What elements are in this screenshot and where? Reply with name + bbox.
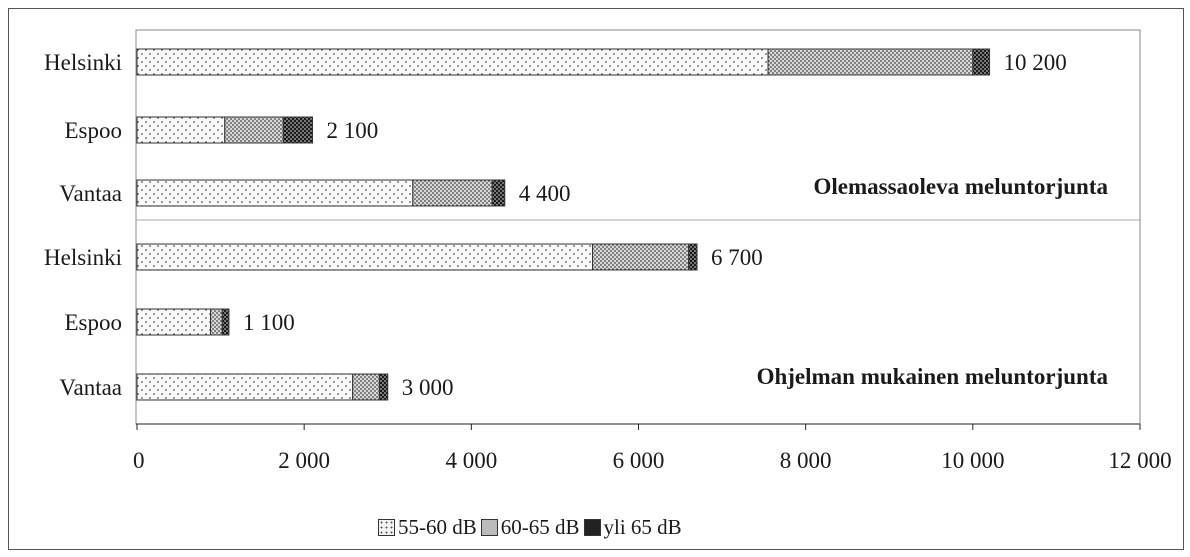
bar-segment — [767, 48, 974, 76]
category-label: Espoo — [65, 118, 123, 143]
legend-item: yli 65 dB — [583, 514, 682, 540]
data-label: 4 400 — [519, 181, 571, 206]
chart-frame — [8, 8, 1184, 550]
category-label: Helsinki — [44, 50, 122, 75]
legend-label: yli 65 dB — [603, 514, 682, 539]
data-label: 1 100 — [243, 310, 295, 335]
bar-segment — [210, 308, 223, 336]
bar-segment — [412, 179, 493, 207]
bar-segment — [136, 179, 414, 207]
x-tick-label: 2 000 — [278, 448, 330, 473]
data-label: 6 700 — [711, 245, 763, 270]
x-tick-label: 4 000 — [445, 448, 497, 473]
bar-segment — [352, 373, 380, 401]
group-annotation: Ohjelman mukainen meluntorjunta — [757, 364, 1109, 389]
category-label: Espoo — [65, 310, 123, 335]
bar-segment — [136, 243, 594, 271]
bar-segment — [282, 116, 314, 144]
bar-segment — [972, 48, 991, 76]
bar-segment — [378, 373, 389, 401]
x-tick-label: 0 — [133, 448, 145, 473]
bar-segment — [136, 116, 226, 144]
legend-swatch — [583, 518, 601, 536]
x-tick-label: 10 000 — [941, 448, 1004, 473]
legend-label: 55-60 dB — [398, 514, 477, 539]
bar-segment — [491, 179, 506, 207]
data-label: 10 200 — [1004, 50, 1067, 75]
bar-segment — [688, 243, 698, 271]
bar-segment — [224, 116, 284, 144]
x-tick-label: 6 000 — [613, 448, 665, 473]
group-annotation: Olemassaoleva meluntorjunta — [813, 174, 1108, 199]
category-label: Vantaa — [59, 375, 122, 400]
legend: 55-60 dB 60-65 dB yli 65 dB — [378, 512, 682, 542]
bar-segment — [221, 308, 230, 336]
bar-segment — [136, 308, 212, 336]
category-label: Vantaa — [59, 181, 122, 206]
legend-swatch — [480, 518, 498, 536]
category-label: Helsinki — [44, 245, 122, 270]
bar-segment — [592, 243, 690, 271]
data-label: 2 100 — [327, 118, 379, 143]
legend-swatch — [378, 518, 395, 536]
x-tick-label: 8 000 — [780, 448, 832, 473]
x-tick-label: 12 000 — [1108, 448, 1171, 473]
data-label: 3 000 — [402, 375, 454, 400]
bar-segment — [136, 48, 769, 76]
legend-item: 60-65 dB — [480, 514, 580, 540]
legend-label: 60-65 dB — [500, 514, 580, 539]
legend-item: 55-60 dB — [378, 515, 477, 540]
bar-segment — [136, 373, 354, 401]
